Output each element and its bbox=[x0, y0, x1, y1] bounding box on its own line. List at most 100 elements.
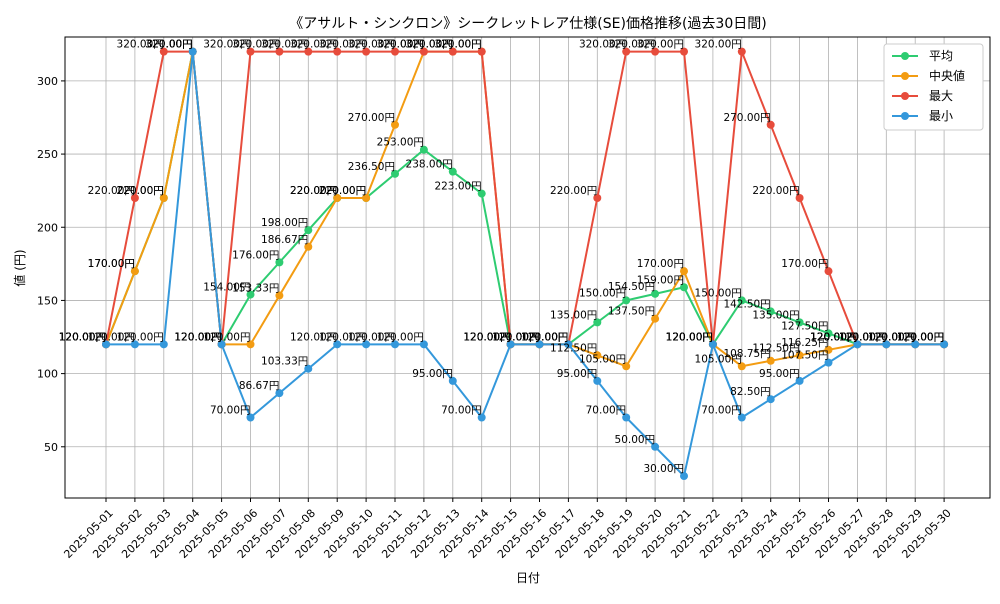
data-point bbox=[622, 362, 631, 371]
data-point bbox=[362, 193, 371, 202]
data-label: 159.00円 bbox=[637, 274, 684, 286]
data-label: 137.50円 bbox=[608, 306, 655, 318]
data-point bbox=[304, 242, 313, 251]
legend-frame bbox=[883, 43, 984, 131]
data-label: 120.00円 bbox=[59, 331, 106, 343]
x-axis-label: 日付 bbox=[516, 571, 540, 585]
data-label: 82.50円 bbox=[730, 386, 771, 398]
data-label: 320.00円 bbox=[145, 39, 192, 51]
data-label: 150.00円 bbox=[695, 287, 742, 299]
data-label: 120.00円 bbox=[810, 331, 857, 343]
x-axis-ticks: 2025-05-012025-05-022025-05-032025-05-04… bbox=[61, 498, 954, 561]
data-point bbox=[419, 47, 428, 56]
data-label: 220.00円 bbox=[117, 185, 164, 197]
data-label: 220.00円 bbox=[752, 185, 799, 197]
data-point bbox=[333, 193, 342, 202]
data-label: 105.00円 bbox=[695, 353, 742, 365]
data-label: 220.00円 bbox=[88, 185, 135, 197]
data-label: 112.50円 bbox=[550, 342, 597, 354]
data-point bbox=[795, 193, 804, 202]
data-label: 70.00円 bbox=[586, 405, 627, 417]
y-tick-label: 50 bbox=[44, 441, 58, 454]
data-label: 170.00円 bbox=[88, 258, 135, 270]
data-label: 220.00円 bbox=[117, 185, 164, 197]
data-label: 120.00円 bbox=[521, 331, 568, 343]
data-point bbox=[333, 340, 342, 349]
legend-item: 最大 bbox=[892, 89, 953, 103]
legend-label: 平均 bbox=[929, 49, 953, 63]
data-label: 320.00円 bbox=[145, 39, 192, 51]
series-0 bbox=[102, 47, 949, 349]
data-point bbox=[680, 267, 688, 276]
data-point bbox=[622, 296, 631, 305]
data-label: 320.00円 bbox=[377, 39, 424, 51]
data-point bbox=[246, 47, 255, 56]
data-label: 120.00円 bbox=[174, 331, 221, 343]
y-tick-label: 150 bbox=[37, 294, 58, 307]
plot-frame bbox=[64, 36, 991, 499]
legend-label: 最大 bbox=[929, 89, 953, 103]
data-point bbox=[564, 340, 573, 349]
data-point bbox=[304, 364, 313, 373]
data-point bbox=[766, 307, 775, 316]
data-label: 320.00円 bbox=[145, 39, 192, 51]
data-label: 253.00円 bbox=[377, 137, 424, 149]
data-point bbox=[622, 413, 631, 422]
data-point bbox=[824, 329, 833, 338]
data-point bbox=[188, 47, 197, 56]
y-tick-label: 200 bbox=[37, 221, 58, 234]
data-label: 120.00円 bbox=[666, 331, 713, 343]
data-point bbox=[362, 47, 371, 56]
data-point bbox=[911, 340, 920, 349]
data-label: 153.33円 bbox=[232, 283, 279, 295]
data-label: 320.00円 bbox=[434, 39, 481, 51]
legend-marker bbox=[901, 72, 909, 80]
data-point bbox=[246, 340, 255, 349]
data-label: 120.00円 bbox=[868, 331, 915, 343]
data-point bbox=[766, 356, 775, 365]
data-label: 120.00円 bbox=[174, 331, 221, 343]
data-label: 127.50円 bbox=[781, 320, 828, 332]
data-point bbox=[477, 47, 486, 56]
data-point bbox=[246, 413, 255, 422]
data-label: 320.00円 bbox=[117, 39, 164, 51]
data-point bbox=[593, 376, 602, 385]
data-label: 238.00円 bbox=[406, 159, 453, 171]
data-label: 30.00円 bbox=[643, 463, 684, 475]
data-point bbox=[622, 47, 631, 56]
data-point bbox=[275, 47, 284, 56]
data-point bbox=[391, 169, 399, 178]
data-label: 120.00円 bbox=[810, 331, 857, 343]
data-label: 320.00円 bbox=[290, 39, 337, 51]
data-label: 154.00円 bbox=[203, 282, 250, 294]
data-point bbox=[680, 472, 688, 481]
legend-marker bbox=[901, 112, 909, 120]
data-point bbox=[333, 47, 342, 56]
series-3 bbox=[102, 47, 949, 481]
data-label: 120.00円 bbox=[897, 331, 944, 343]
data-label: 120.00円 bbox=[839, 331, 886, 343]
data-label: 120.00円 bbox=[174, 331, 221, 343]
data-label: 236.50円 bbox=[348, 161, 395, 173]
data-label: 108.75円 bbox=[723, 348, 770, 360]
data-label: 198.00円 bbox=[261, 217, 308, 229]
data-point bbox=[362, 340, 371, 349]
data-label: 120.00円 bbox=[868, 331, 915, 343]
y-tick-label: 300 bbox=[37, 75, 58, 88]
data-label: 95.00円 bbox=[412, 368, 453, 380]
data-point bbox=[737, 47, 746, 56]
data-point bbox=[824, 345, 833, 354]
data-point bbox=[853, 340, 862, 349]
data-point bbox=[391, 340, 399, 349]
data-label: 120.00円 bbox=[897, 331, 944, 343]
data-label: 320.00円 bbox=[695, 39, 742, 51]
data-label: 95.00円 bbox=[759, 368, 800, 380]
data-label: 320.00円 bbox=[406, 39, 453, 51]
data-point bbox=[506, 340, 515, 349]
data-point bbox=[275, 258, 284, 267]
data-point bbox=[159, 340, 168, 349]
data-point bbox=[159, 47, 168, 56]
data-point bbox=[304, 47, 313, 56]
data-labels: 120.00円 170.00円 220.00円 320.00円 120.00円 154.0… bbox=[59, 39, 944, 475]
legend-item: 中央値 bbox=[892, 68, 965, 83]
